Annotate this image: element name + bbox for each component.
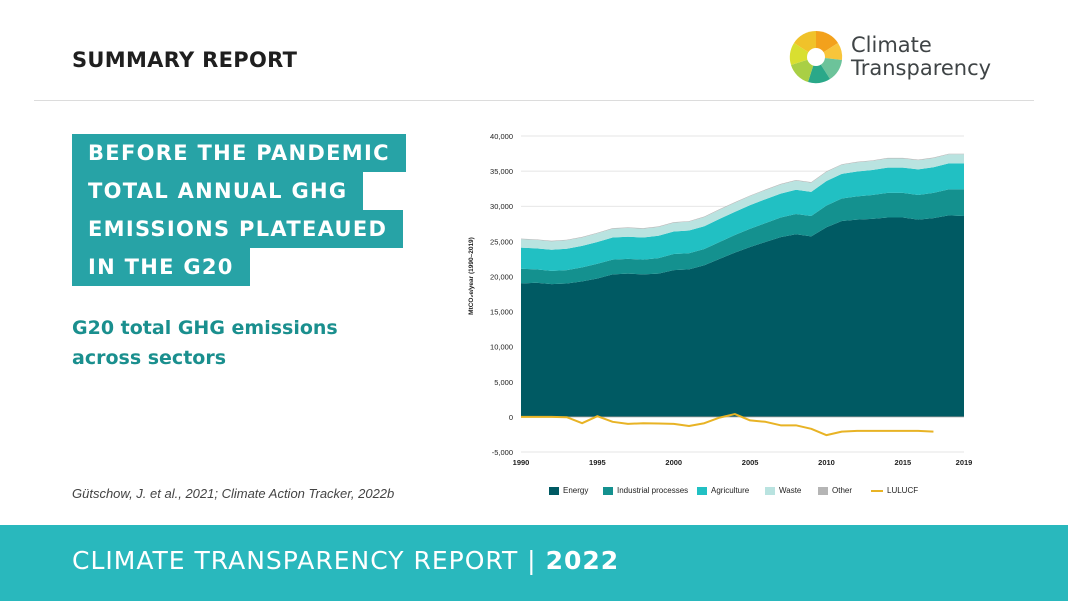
logo-text: Climate Transparency: [851, 34, 991, 80]
headline-line: EMISSIONS PLATEAUED: [72, 210, 404, 248]
footer-report-name: CLIMATE TRANSPARENCY REPORT |: [72, 546, 537, 575]
x-tick-label: 2000: [665, 458, 682, 467]
legend-label-agriculture: Agriculture: [711, 486, 750, 495]
x-tick-label: 2019: [956, 458, 973, 467]
legend-swatch-waste: [765, 486, 775, 495]
x-tick-label: 2010: [818, 458, 835, 467]
y-tick-label: 20,000: [490, 272, 513, 281]
legend-item-waste: Waste: [765, 486, 801, 495]
y-tick-label: 35,000: [490, 167, 513, 176]
y-tick-label: 30,000: [490, 202, 513, 211]
emissions-chart: -5,000 0 5,000 10,000 15,000 20,000 25,000 30,0…: [455, 125, 1000, 510]
line-lulucf: [521, 413, 934, 437]
footer-year: 2022: [545, 546, 620, 575]
climate-transparency-logo[interactable]: Climate Transparency: [786, 26, 1036, 88]
y-tick-label: 40,000: [490, 132, 513, 141]
area-agriculture: [521, 163, 964, 271]
legend-label-industrial: Industrial processes: [617, 486, 689, 495]
legend-label-energy: Energy: [563, 486, 589, 495]
x-tick-label: 1990: [513, 458, 530, 467]
x-tick-label: 2005: [742, 458, 759, 467]
legend-item-energy: Energy: [549, 486, 588, 495]
legend-label-other: Other: [832, 486, 853, 495]
y-tick-label: 10,000: [490, 343, 513, 352]
legend-swatch-agriculture: [697, 486, 707, 495]
legend-label-waste: Waste: [779, 486, 802, 495]
legend-swatch-lulucf: [871, 489, 883, 492]
x-tick-label: 1995: [589, 458, 606, 467]
legend-swatch-other: [818, 486, 828, 495]
legend-swatch-industrial: [603, 486, 613, 495]
footer-text: CLIMATE TRANSPARENCY REPORT | 2022: [72, 546, 619, 575]
y-tick-label: -5,000: [492, 448, 513, 457]
legend-item-lulucf: LULUCF: [871, 486, 918, 495]
y-tick-label: 5,000: [494, 378, 513, 387]
legend-item-agriculture: Agriculture: [697, 486, 749, 495]
area-energy: [521, 215, 964, 417]
logo-mark-icon: [789, 30, 843, 84]
logo-line-2: Transparency: [851, 56, 992, 80]
y-tick-label: 0: [509, 413, 513, 422]
area-waste: [521, 154, 964, 250]
x-tick-label: 2015: [895, 458, 912, 467]
emissions-area-chart: -5,000 0 5,000 10,000 15,000 20,000 25,000 30,0…: [468, 132, 973, 467]
headline-line: BEFORE THE PANDEMIC: [72, 134, 406, 172]
headline: BEFORE THE PANDEMIC TOTAL ANNUAL GHG EMI…: [72, 134, 406, 286]
y-axis-label: MtCO₂e/year (1990–2019): [468, 237, 475, 315]
header-divider: [34, 100, 1034, 101]
legend-swatch-energy: [549, 486, 559, 495]
y-tick-label: 25,000: [490, 237, 513, 246]
source-citation: Gütschow, J. et al., 2021; Climate Actio…: [72, 486, 395, 501]
headline-line: IN THE G20: [72, 248, 250, 286]
logo-line-1: Climate: [851, 33, 932, 57]
headline-line: TOTAL ANNUAL GHG: [72, 172, 364, 210]
legend-item-industrial-processes: Industrial processes: [603, 486, 688, 495]
header-title: SUMMARY REPORT: [72, 48, 298, 72]
area-industrial-processes: [521, 189, 964, 285]
legend-item-other: Other: [818, 486, 852, 495]
legend-label-lulucf: LULUCF: [887, 486, 919, 495]
y-tick-label: 15,000: [490, 308, 513, 317]
footer-banner: CLIMATE TRANSPARENCY REPORT | 2022: [0, 525, 1068, 601]
chart-subheading: G20 total GHG emissions across sectors: [72, 317, 338, 369]
